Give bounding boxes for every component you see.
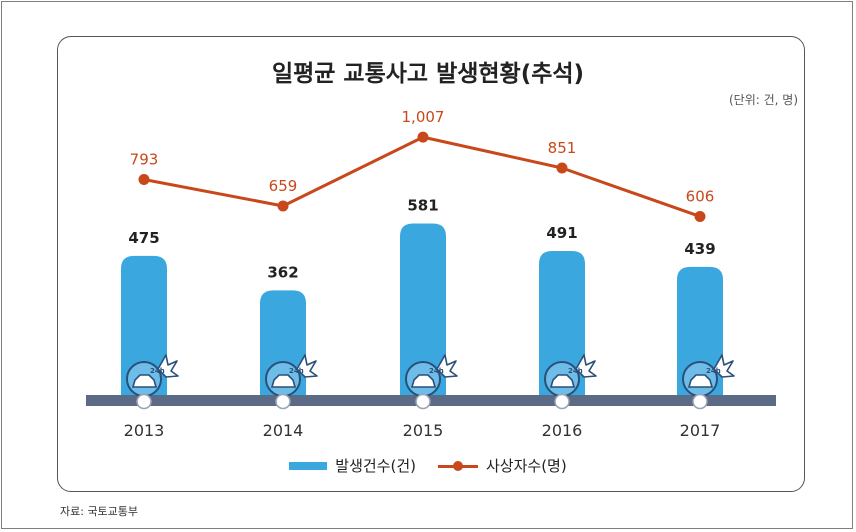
legend-bar-label: 발생건수(건) <box>335 457 416 475</box>
clock-24h-text: 24h <box>289 367 304 375</box>
bar-2016 <box>539 250 585 401</box>
bar-data-label: 362 <box>267 263 298 281</box>
source-note: 자료: 국토교통부 <box>60 505 139 518</box>
line-data-label: 1,007 <box>402 108 445 126</box>
legend-item-bar: 발생건수(건) <box>289 455 416 476</box>
wheel-2013 <box>136 393 152 410</box>
car-shape <box>410 374 437 388</box>
car-shape <box>687 374 714 388</box>
legend: 발생건수(건) 사상자수(명) <box>0 455 856 476</box>
crash-burst <box>713 354 735 378</box>
legend-line-swatch <box>438 460 478 471</box>
ground-strip <box>86 395 776 406</box>
x-tick-label: 2017 <box>680 421 721 440</box>
x-tick-label: 2013 <box>124 421 165 440</box>
line-data-label: 659 <box>269 177 298 195</box>
car-shape <box>549 374 576 388</box>
bar-data-label: 439 <box>684 240 715 258</box>
clock-24h-text: 24h <box>706 367 721 375</box>
bar-2013 <box>121 255 167 401</box>
clock-24h-text: 24h <box>150 367 165 375</box>
x-tick-label: 2015 <box>403 421 444 440</box>
chart-panel <box>57 36 805 492</box>
line-point-2015 <box>417 131 429 143</box>
x-tick-label: 2014 <box>263 421 304 440</box>
car-shape <box>131 374 158 388</box>
legend-item-line: 사상자수(명) <box>438 455 567 476</box>
car-shape <box>270 374 297 388</box>
legend-bar-swatch <box>289 461 328 470</box>
bar-data-label: 491 <box>546 224 577 242</box>
car-crash-clock-icon: 24h <box>544 354 597 397</box>
crash-burst <box>296 354 318 378</box>
bar-data-label: 581 <box>407 197 438 215</box>
clock-24h-text: 24h <box>568 367 583 375</box>
line-data-label: 793 <box>130 150 159 168</box>
wheel-2014 <box>275 393 291 410</box>
line-point-2017 <box>694 210 706 222</box>
x-tick-label: 2016 <box>542 421 583 440</box>
bar-data-label: 475 <box>128 229 159 247</box>
car-crash-clock-icon: 24h <box>265 354 318 397</box>
wheel-2017 <box>692 393 708 410</box>
clock-24h-text: 24h <box>429 367 444 375</box>
legend-line-label: 사상자수(명) <box>486 457 567 475</box>
line-series <box>138 131 706 222</box>
line-data-label: 606 <box>686 187 715 205</box>
crash-burst <box>436 354 458 378</box>
crash-burst <box>575 354 597 378</box>
bar-2015 <box>400 223 446 401</box>
wheel-2015 <box>415 393 431 410</box>
line-point-2013 <box>138 173 150 185</box>
crash-burst <box>157 354 179 378</box>
car-crash-clock-icon: 24h <box>126 354 179 397</box>
unit-note: (단위: 건, 명) <box>728 93 798 107</box>
car-crash-clock-icon: 24h <box>405 354 458 397</box>
line-point-2014 <box>277 200 289 212</box>
data-labels: 793 659 1,007 851 606 475 362 581 491 439 <box>128 108 715 281</box>
wheel-2016 <box>554 393 570 410</box>
chart-title: 일평균 교통사고 발생현황(추석) <box>271 61 585 87</box>
line-point-2016 <box>556 162 568 174</box>
line-data-label: 851 <box>548 139 577 157</box>
